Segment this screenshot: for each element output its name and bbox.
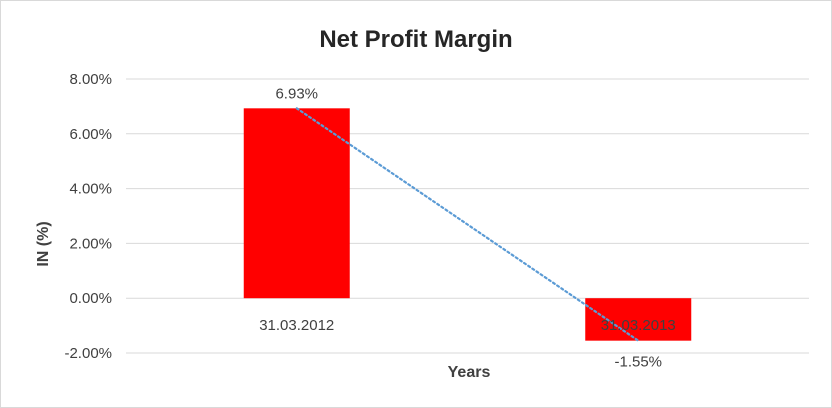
category-label: 31.03.2012 [259, 317, 334, 334]
bars [243, 108, 692, 341]
trendline [295, 107, 640, 342]
y-tick-label: 0.00% [69, 290, 112, 307]
data-label: -1.55% [614, 354, 662, 371]
bar [585, 298, 692, 341]
x-axis-title: Years [448, 364, 491, 381]
bar [243, 108, 350, 299]
category-label: 31.03.2013 [601, 317, 676, 334]
y-axis-title: IN (%) [35, 221, 52, 266]
y-tick-label: 2.00% [69, 235, 112, 252]
y-tick-label: 6.00% [69, 126, 112, 143]
y-tick-label: 4.00% [69, 181, 112, 198]
trendline-line [295, 107, 640, 342]
chart-title: Net Profit Margin [319, 26, 512, 53]
gridlines [126, 78, 809, 354]
y-tick-label: 8.00% [69, 71, 112, 88]
labels: 8.00% 6.00% 4.00% 2.00% 0.00% -2.00% 31.03.201… [64, 71, 675, 371]
data-label: 6.93% [275, 85, 318, 102]
y-tick-label: -2.00% [64, 345, 112, 362]
